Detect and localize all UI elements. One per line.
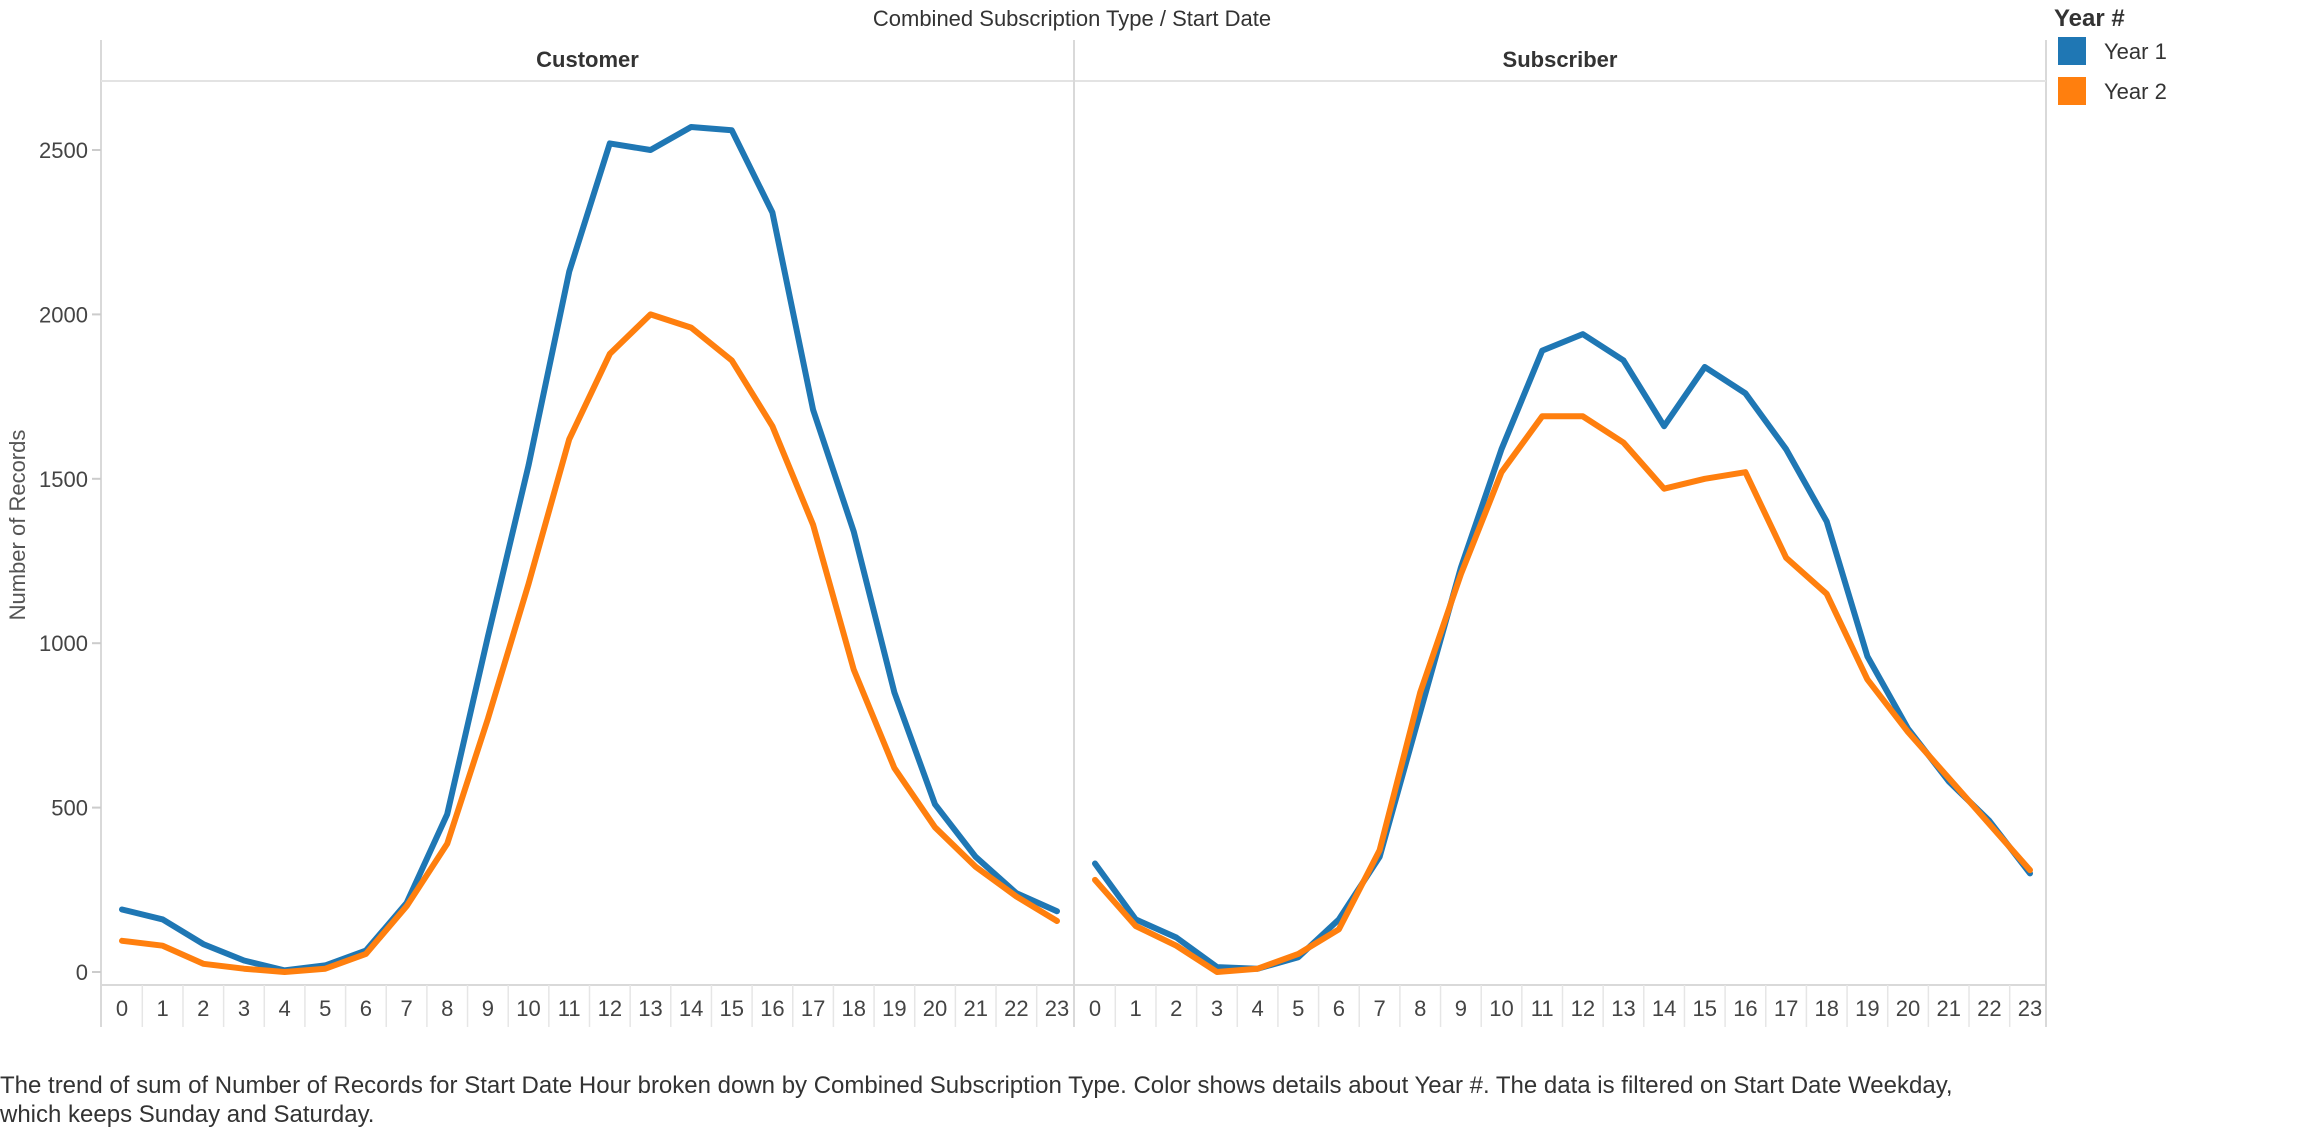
x-tick-label: 22 <box>1004 996 1028 1021</box>
x-tick-label: 13 <box>638 996 662 1021</box>
series-line-year-1 <box>1092 331 2033 972</box>
x-tick-label: 17 <box>801 996 825 1021</box>
x-tick-label: 15 <box>1693 996 1717 1021</box>
x-tick-label: 9 <box>482 996 494 1021</box>
x-tick-label: 7 <box>1373 996 1385 1021</box>
x-tick-label: 9 <box>1455 996 1467 1021</box>
x-tick-label: 11 <box>1531 996 1554 1021</box>
x-tick-label: 1 <box>157 996 169 1021</box>
x-tick-label: 5 <box>1292 996 1304 1021</box>
y-axis-label: Number of Records <box>5 430 30 621</box>
panel-title: Customer <box>536 47 639 72</box>
x-tick-label: 23 <box>2018 996 2042 1021</box>
legend-label: Year 2 <box>2104 79 2167 104</box>
x-tick-label: 3 <box>238 996 250 1021</box>
x-tick-label: 23 <box>1045 996 1069 1021</box>
x-tick-label: 20 <box>923 996 947 1021</box>
x-tick-label: 6 <box>360 996 372 1021</box>
x-tick-label: 10 <box>1489 996 1513 1021</box>
x-tick-label: 8 <box>1414 996 1426 1021</box>
x-tick-label: 6 <box>1333 996 1345 1021</box>
y-tick-label: 500 <box>51 796 88 821</box>
panel-title: Subscriber <box>1503 47 1618 72</box>
x-tick-label: 21 <box>963 996 987 1021</box>
x-tick-label: 2 <box>197 996 209 1021</box>
x-tick-label: 11 <box>558 996 581 1021</box>
x-tick-label: 20 <box>1896 996 1920 1021</box>
legend-swatch <box>2058 77 2086 105</box>
series-line-year-1 <box>119 124 1060 974</box>
series-line-year-2 <box>1092 413 2033 975</box>
y-tick-label: 0 <box>76 960 88 985</box>
x-tick-label: 5 <box>319 996 331 1021</box>
x-tick-label: 14 <box>1652 996 1676 1021</box>
y-tick-label: 2500 <box>39 138 88 163</box>
x-tick-label: 14 <box>679 996 703 1021</box>
legend-entries[interactable]: Year 1 Year 2 <box>2058 37 2167 105</box>
x-tick-label: 17 <box>1774 996 1798 1021</box>
legend[interactable]: Year # Year 1 Year 2 <box>2054 5 2167 105</box>
chart-title: Combined Subscription Type / Start Date <box>873 6 1271 31</box>
x-tick-label: 8 <box>441 996 453 1021</box>
series-line-year-2 <box>119 311 1060 975</box>
legend-title: Year # <box>2054 5 2125 32</box>
x-tick-label: 19 <box>882 996 906 1021</box>
x-tick-label: 21 <box>1936 996 1960 1021</box>
x-tick-label: 0 <box>1089 996 1101 1021</box>
x-tick-label: 7 <box>400 996 412 1021</box>
legend-swatch <box>2058 37 2086 65</box>
x-tick-label: 4 <box>1251 996 1263 1021</box>
legend-item-year-1[interactable]: Year 1 <box>2058 37 2167 65</box>
x-tick-label: 16 <box>760 996 784 1021</box>
y-tick-label: 2000 <box>39 302 88 327</box>
x-tick-label: 12 <box>1571 996 1595 1021</box>
legend-label: Year 1 <box>2104 39 2167 64</box>
x-tick-label: 16 <box>1733 996 1757 1021</box>
x-tick-label: 10 <box>516 996 540 1021</box>
chart-caption: The trend of sum of Number of Records fo… <box>0 1071 2030 1129</box>
x-tick-label: 19 <box>1855 996 1879 1021</box>
y-tick-label: 1500 <box>39 467 88 492</box>
caption-line-1: The trend of sum of Number of Records fo… <box>0 1072 1953 1099</box>
x-tick-label: 12 <box>598 996 622 1021</box>
x-tick-label: 22 <box>1977 996 2001 1021</box>
x-tick-label: 3 <box>1211 996 1223 1021</box>
x-tick-label: 1 <box>1130 996 1142 1021</box>
x-tick-label: 0 <box>116 996 128 1021</box>
y-tick-label: 1000 <box>39 631 88 656</box>
x-tick-label: 18 <box>1814 996 1838 1021</box>
x-tick-label: 18 <box>841 996 865 1021</box>
x-tick-label: 15 <box>720 996 744 1021</box>
x-tick-label: 13 <box>1611 996 1635 1021</box>
x-tick-label: 4 <box>278 996 290 1021</box>
x-tick-label: 2 <box>1170 996 1182 1021</box>
caption-line-2: which keeps Sunday and Saturday. <box>0 1101 375 1128</box>
legend-item-year-2[interactable]: Year 2 <box>2058 77 2167 105</box>
